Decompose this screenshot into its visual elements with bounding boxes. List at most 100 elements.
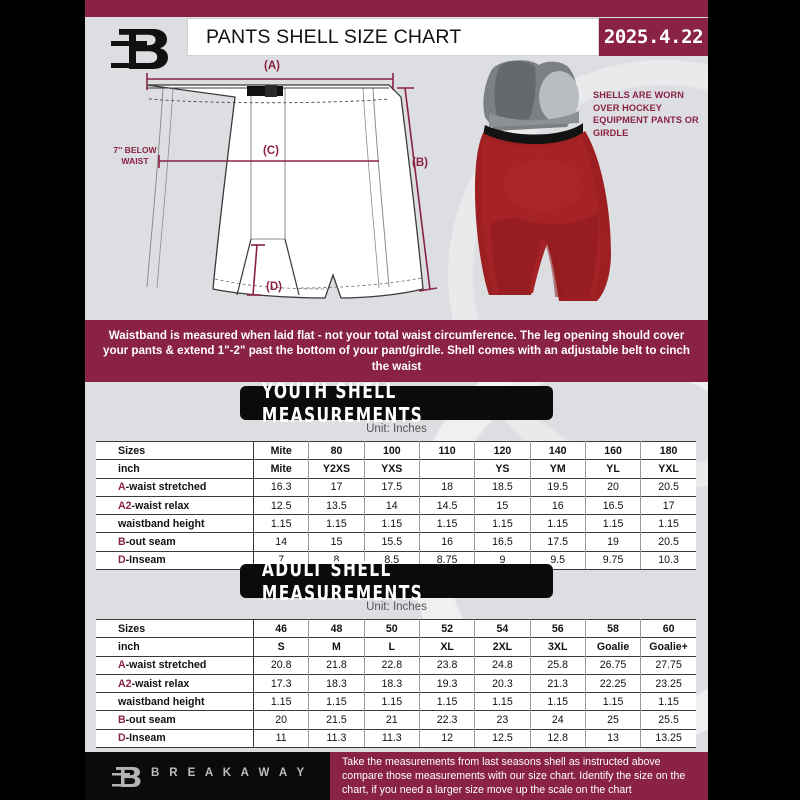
table-cell: 13	[585, 728, 642, 749]
row-key: D	[118, 732, 126, 745]
table-cell: 25.8	[530, 655, 586, 675]
table-cell: Y2XS	[308, 459, 365, 479]
row-key: D	[118, 554, 126, 567]
row-key: B	[118, 714, 126, 727]
youth-measurements-table: Sizes Mite 80 100 110 120 140 160 180 inch Mite Y2X…	[96, 440, 696, 571]
table-cell: 10.3	[640, 550, 696, 571]
row-label: Sizes	[96, 618, 254, 638]
table-cell: 1.15	[253, 692, 310, 711]
row-label: D-Inseam	[96, 728, 254, 749]
date-badge: 2025.4.22	[599, 18, 708, 56]
table-cell: S	[253, 637, 310, 657]
table-cell: 20.5	[640, 532, 696, 552]
table-cell	[419, 459, 476, 479]
table-cell: 22.3	[419, 710, 476, 730]
table-cell: 18.3	[308, 673, 365, 693]
table-cell: 140	[530, 440, 586, 460]
table-cell: 24	[530, 710, 586, 730]
table-cell: 52	[419, 618, 476, 638]
row-label: A-waist stretched	[96, 477, 254, 497]
table-cell: 13.25	[640, 728, 696, 749]
table-cell: Mite	[253, 459, 310, 479]
table-cell: 1.15	[364, 514, 420, 533]
table-cell: 20.5	[640, 477, 696, 497]
table-cell: 15	[308, 532, 365, 552]
table-cell: 2XL	[474, 637, 531, 657]
table-cell: 1.15	[419, 692, 476, 711]
dimension-label-c: (C)	[263, 145, 279, 157]
table-cell: 16.5	[585, 495, 642, 515]
table-cell: 16.5	[474, 532, 531, 552]
table-cell: 19.3	[419, 673, 476, 693]
table-cell: 13.5	[308, 495, 365, 515]
table-cell: 17	[308, 477, 365, 497]
dimension-label-a: (A)	[264, 60, 280, 72]
table-cell: 180	[640, 440, 696, 460]
breakaway-b-logo-icon	[111, 29, 168, 69]
table-cell: 15	[474, 495, 531, 515]
table-row: A-waist stretched 20.8 21.8 22.8 23.8 24.8 25.…	[96, 655, 696, 675]
table-cell: 14.5	[419, 495, 476, 515]
table-cell: 18.3	[364, 673, 420, 693]
top-accent-bar	[85, 0, 708, 17]
page-title-box: PANTS SHELL SIZE CHART	[187, 18, 599, 56]
table-cell: 26.75	[585, 655, 642, 675]
table-cell: 21.5	[308, 710, 365, 730]
table-cell: 18	[419, 477, 476, 497]
table-cell: 20.3	[474, 673, 531, 693]
adult-measurements-table: Sizes 46 48 50 52 54 56 58 60 inch S M L XL 2XL 3XL Goal…	[96, 618, 696, 749]
table-cell: 1.15	[585, 692, 642, 711]
table-cell: 1.15	[419, 514, 476, 533]
table-cell: 23	[474, 710, 531, 730]
youth-section-header: YOUTH SHELL MEASUREMENTS	[240, 379, 553, 427]
table-cell: 22.8	[364, 655, 420, 675]
footer-text: Take the measurements from last seasons …	[342, 755, 686, 797]
adult-section-title: ADULT SHELL MEASUREMENTS	[261, 557, 424, 605]
row-label: A-waist stretched	[96, 655, 254, 675]
table-cell: 21.8	[308, 655, 365, 675]
table-cell: 14	[253, 532, 310, 552]
table-cell: 21.3	[530, 673, 586, 693]
table-cell: 1.15	[253, 514, 310, 533]
table-cell: 46	[253, 618, 310, 638]
table-cell: Goalie+	[640, 637, 696, 657]
row-label: B-out seam	[96, 710, 254, 730]
table-cell: L	[364, 637, 420, 657]
table-cell: 11.3	[308, 728, 365, 749]
table-cell: 27.75	[640, 655, 696, 675]
table-cell: 17	[640, 495, 696, 515]
table-cell: 25.5	[640, 710, 696, 730]
dimension-label-d: (D)	[266, 281, 282, 293]
row-key: A2	[118, 499, 132, 512]
table-cell: Mite	[253, 440, 310, 460]
row-label: waistband height	[96, 514, 254, 533]
table-cell: 12	[419, 728, 476, 749]
table-cell: 80	[308, 440, 365, 460]
table-cell: 17.5	[364, 477, 420, 497]
table-row: B-out seam 20 21.5 21 22.3 23 24 25 25.5	[96, 710, 696, 730]
table-cell: YS	[474, 459, 531, 479]
table-cell: 9.75	[585, 550, 642, 571]
table-cell: 54	[474, 618, 531, 638]
table-cell: XL	[419, 637, 476, 657]
shorts-technical-drawing	[146, 60, 611, 301]
table-cell: 48	[308, 618, 365, 638]
table-cell: 120	[474, 440, 531, 460]
row-key: A	[118, 481, 126, 494]
table-cell: 23.8	[419, 655, 476, 675]
table-cell: 22.25	[585, 673, 642, 693]
table-cell: 14	[364, 495, 420, 515]
adult-unit-label: Unit: Inches	[366, 601, 427, 613]
below-waist-note: 7'' BELOW WAIST	[113, 145, 157, 166]
table-row: Sizes 46 48 50 52 54 56 58 60	[96, 618, 696, 638]
table-cell: 1.15	[364, 692, 420, 711]
row-label: inch	[96, 637, 254, 657]
table-cell: M	[308, 637, 365, 657]
row-label: B-out seam	[96, 532, 254, 552]
table-row: waistband height 1.15 1.15 1.15 1.15 1.15 1.15…	[96, 692, 696, 711]
table-cell: 15.5	[364, 532, 420, 552]
adult-section-header: ADULT SHELL MEASUREMENTS	[240, 557, 553, 605]
table-cell: 16	[419, 532, 476, 552]
table-cell: 16	[530, 495, 586, 515]
table-cell: 1.15	[474, 514, 531, 533]
